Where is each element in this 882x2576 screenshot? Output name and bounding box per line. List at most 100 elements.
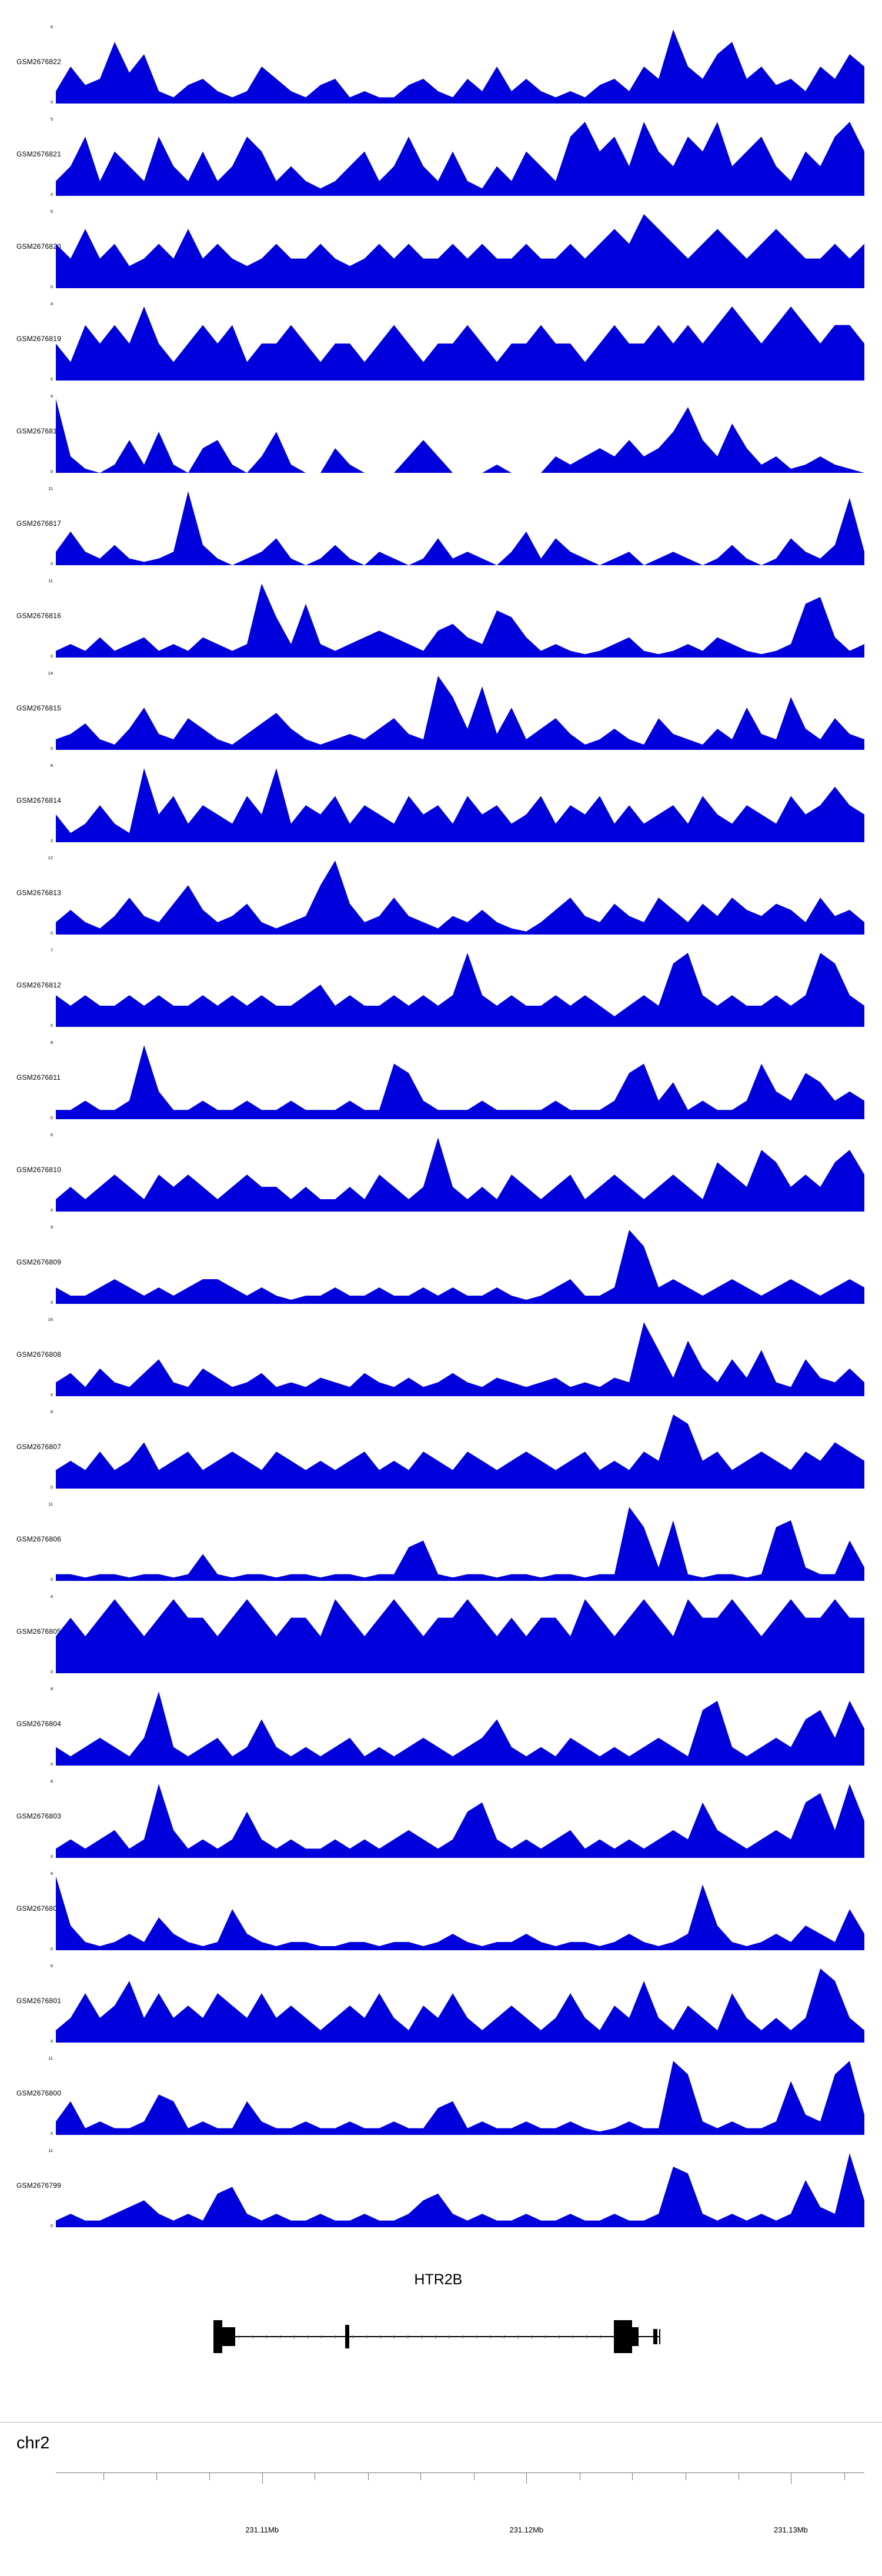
coverage-area — [56, 676, 864, 750]
strand-arrow-icon: ‹ — [306, 2332, 309, 2341]
coverage-area — [56, 306, 864, 381]
strand-arrow-icon: ‹ — [333, 2332, 336, 2341]
y-axis-min: 0 — [50, 838, 53, 843]
strand-arrow-icon: ‹ — [516, 2332, 519, 2341]
y-axis-max: 4 — [50, 1594, 53, 1599]
y-axis-min: 0 — [50, 1392, 53, 1397]
y-axis-max: 6 — [50, 1963, 53, 1968]
coverage-plot — [56, 213, 864, 288]
y-axis-max: 9 — [50, 1871, 53, 1876]
strand-arrow-icon: ‹ — [475, 2332, 478, 2341]
coverage-track-row: GSM2676821 5 0 — [0, 114, 882, 206]
track-label: GSM2676817 — [16, 519, 62, 528]
coverage-area — [56, 29, 864, 104]
coverage-plot — [56, 1783, 864, 1858]
y-axis-max: 8 — [50, 1040, 53, 1045]
strand-arrow-icon: ‹ — [250, 2332, 254, 2341]
strand-arrow-icon: ‹ — [571, 2332, 574, 2341]
y-axis-min: 0 — [50, 1207, 53, 1213]
y-axis-max: 11 — [48, 486, 53, 491]
coverage-plot — [56, 767, 864, 842]
track-label: GSM2676806 — [16, 1535, 62, 1543]
ruler-tick — [368, 2473, 369, 2480]
axis-tick-label: 231.13Mb — [773, 2525, 808, 2534]
y-axis-max: 4 — [50, 301, 53, 306]
y-axis-max: 8 — [50, 1686, 53, 1691]
ruler-tick — [420, 2473, 422, 2480]
y-axis-min: 0 — [50, 2223, 53, 2228]
coverage-plot — [56, 490, 864, 565]
y-axis-min: 0 — [50, 99, 53, 105]
y-axis-min: 0 — [50, 746, 53, 751]
y-axis-max: 16 — [48, 1317, 53, 1322]
y-axis-max: 9 — [50, 1224, 53, 1230]
y-axis-max: 14 — [48, 670, 53, 676]
coverage-track-row: GSM2676804 8 0 — [0, 1683, 882, 1776]
y-axis-min: 0 — [50, 1854, 53, 1859]
coverage-track-row: GSM2676801 6 0 — [0, 1960, 882, 2053]
gene-name: HTR2B — [414, 2271, 463, 2288]
y-axis-min: 0 — [50, 1484, 53, 1490]
coverage-area — [56, 491, 864, 565]
coverage-area — [56, 1230, 864, 1304]
ruler-tick — [526, 2473, 527, 2484]
strand-arrow-icon: ‹ — [447, 2332, 450, 2341]
ruler-tick — [473, 2473, 475, 2480]
track-label: GSM2676807 — [16, 1443, 62, 1451]
strand-arrow-icon: ‹ — [351, 2332, 354, 2341]
y-axis-min: 0 — [50, 376, 53, 382]
y-axis-max: 6 — [50, 24, 53, 29]
y-axis-min: 0 — [50, 1946, 53, 1951]
strand-arrow-icon: ‹ — [278, 2332, 282, 2341]
coverage-area — [56, 122, 864, 196]
strand-arrow-icon: ‹ — [584, 2332, 588, 2341]
gene-model: ‹ ‹ ‹ ‹ ‹ ‹ ‹ ‹ ‹ ‹ ‹ ‹ ‹ ‹ ‹ ‹ ‹ ‹ ‹ ‹ ‹ ‹ ‹ ‹ ‹ ‹ ‹ — [56, 2310, 864, 2363]
coverage-plot — [56, 121, 864, 196]
ruler-tick — [103, 2473, 105, 2480]
ruler-tick — [209, 2473, 211, 2480]
strand-arrow-icon: ‹ — [237, 2332, 240, 2341]
track-label: GSM2676814 — [16, 796, 62, 805]
coverage-area — [56, 1599, 864, 1673]
coverage-plot — [56, 675, 864, 750]
coverage-plot — [56, 1598, 864, 1673]
track-label: GSM2676808 — [16, 1350, 62, 1359]
coverage-area — [56, 399, 864, 473]
coverage-track-row: GSM2676814 8 0 — [0, 760, 882, 852]
coverage-track-row: GSM2676817 11 0 — [0, 483, 882, 575]
y-axis-max: 9 — [50, 393, 53, 399]
strand-arrow-icon: ‹ — [433, 2332, 437, 2341]
track-label: GSM2676811 — [16, 1073, 61, 1082]
ruler-tick — [262, 2473, 263, 2484]
strand-arrow-icon: ‹ — [392, 2332, 395, 2341]
coverage-area — [56, 1322, 864, 1396]
coverage-area — [56, 214, 864, 288]
axis-tick-label: 231.11Mb — [245, 2525, 279, 2534]
coverage-area — [56, 768, 864, 842]
coverage-area — [56, 2061, 864, 2135]
y-axis-max: 8 — [50, 763, 53, 768]
gene-exon — [613, 2320, 633, 2353]
gene-exon — [222, 2327, 236, 2346]
track-label: GSM2676804 — [16, 1720, 62, 1728]
coverage-plot — [56, 859, 864, 935]
coverage-track-row: GSM2676802 9 0 — [0, 1868, 882, 1960]
y-axis-min: 0 — [50, 2038, 53, 2044]
track-label: GSM2676809 — [16, 1258, 62, 1266]
coverage-plot — [56, 1690, 864, 1766]
strand-arrow-icon: ‹ — [489, 2332, 492, 2341]
coverage-plot — [56, 582, 864, 658]
strand-arrow-icon: ‹ — [265, 2332, 268, 2341]
track-label: GSM2676800 — [16, 2089, 62, 2097]
strand-arrow-icon: ‹ — [502, 2332, 505, 2341]
coverage-plot — [56, 2060, 864, 2135]
strand-arrow-icon: ‹ — [557, 2332, 560, 2341]
strand-arrow-icon: ‹ — [599, 2332, 602, 2341]
strand-arrow-icon: ‹ — [292, 2332, 295, 2341]
y-axis-max: 11 — [48, 2148, 53, 2153]
coverage-track-row: GSM2676809 9 0 — [0, 1222, 882, 1314]
gene-intron-line — [216, 2336, 661, 2337]
coverage-plot — [56, 1136, 864, 1212]
coverage-plot — [56, 398, 864, 473]
track-label: GSM2676822 — [16, 58, 62, 66]
